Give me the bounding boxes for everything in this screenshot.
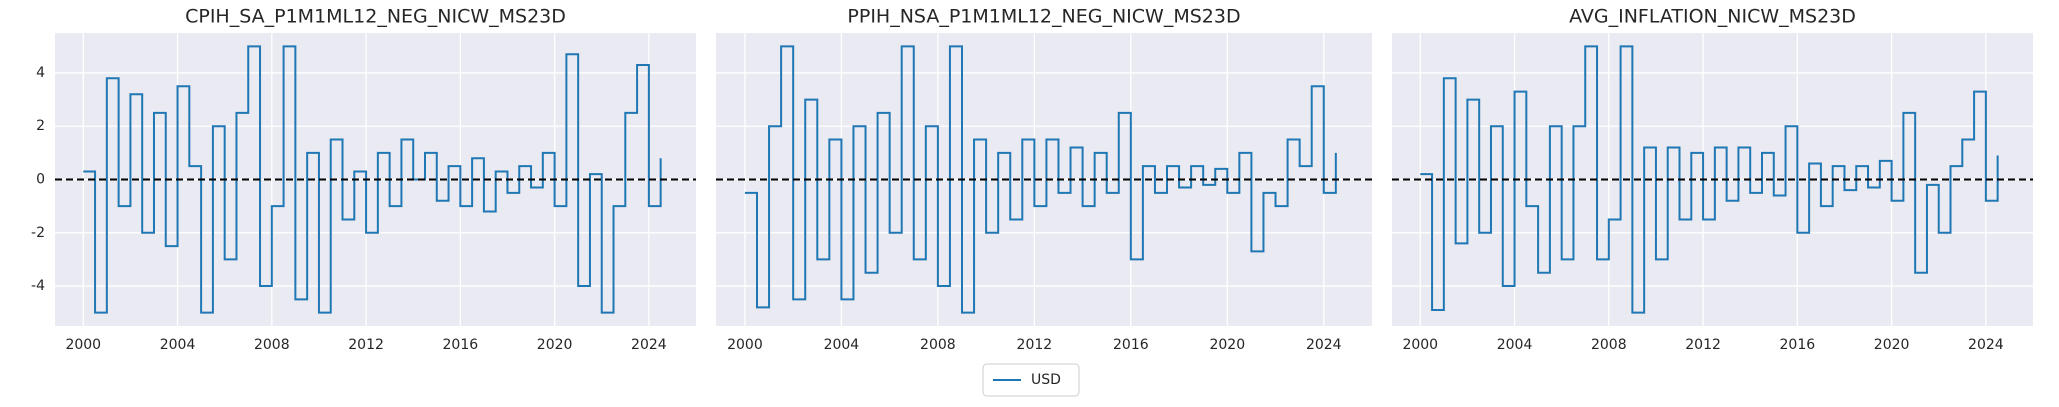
x-tick-label: 2020: [537, 337, 573, 353]
x-tick-label: 2000: [1402, 337, 1438, 353]
x-tick-label: 2024: [631, 337, 667, 353]
x-tick-label: 2004: [1497, 337, 1533, 353]
y-tick-label: -4: [31, 278, 45, 294]
legend-box: [982, 363, 1080, 397]
x-tick-label: 2012: [348, 337, 384, 353]
x-tick-label: 2016: [1113, 337, 1149, 353]
y-tick-label: 0: [36, 172, 45, 188]
x-tick-label: 2020: [1874, 337, 1910, 353]
data-line: [744, 45, 1337, 314]
data-line: [83, 45, 662, 314]
x-tick-label: 2000: [65, 337, 101, 353]
x-tick-label: 2012: [1017, 337, 1053, 353]
chart-title: CPIH_SA_P1M1ML12_NEG_NICW_MS23D: [185, 6, 566, 28]
y-tick-label: -2: [31, 225, 45, 241]
x-tick-label: 2024: [1968, 337, 2004, 353]
x-tick-label: 2024: [1306, 337, 1342, 353]
chart-title: PPIH_NSA_P1M1ML12_NEG_NICW_MS23D: [847, 6, 1240, 28]
x-tick-label: 2004: [824, 337, 860, 353]
x-tick-label: 2008: [254, 337, 290, 353]
x-tick-label: 2000: [727, 337, 763, 353]
data-line: [1420, 45, 1999, 314]
x-tick-label: 2008: [1591, 337, 1627, 353]
y-tick-label: 4: [36, 65, 45, 81]
x-tick-label: 2016: [1780, 337, 1816, 353]
x-tick-label: 2008: [920, 337, 956, 353]
x-tick-label: 2016: [443, 337, 479, 353]
x-tick-label: 2004: [160, 337, 196, 353]
x-tick-label: 2020: [1209, 337, 1245, 353]
legend-label: USD: [1031, 372, 1061, 388]
x-tick-label: 2012: [1685, 337, 1721, 353]
chart-title: AVG_INFLATION_NICW_MS23D: [1569, 6, 1856, 28]
y-tick-label: 2: [36, 118, 45, 134]
legend: USD: [982, 363, 1080, 397]
